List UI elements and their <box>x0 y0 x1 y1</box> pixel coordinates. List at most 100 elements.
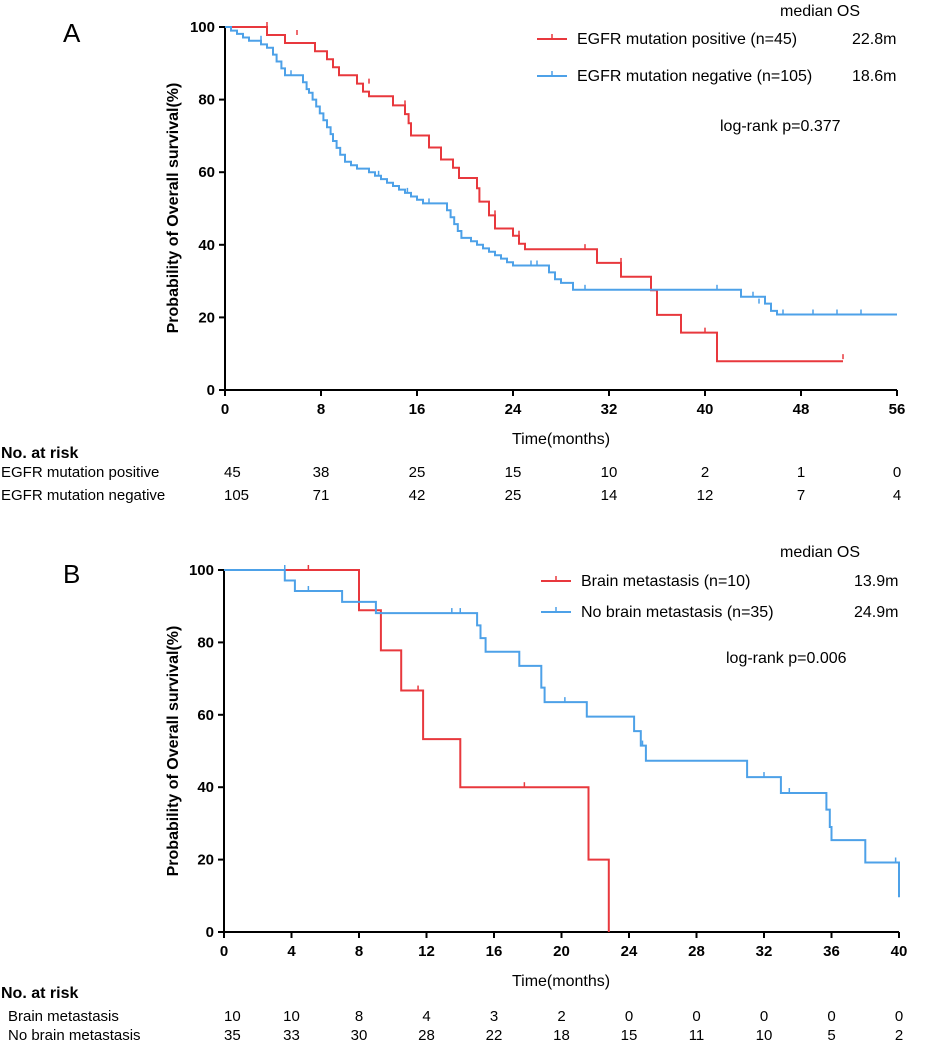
x-tick-label: 24 <box>621 943 638 960</box>
y-tick-label: 100 <box>190 19 215 36</box>
legend-entry: No brain metastasis (n=35) <box>581 604 774 621</box>
at-risk-count: 0 <box>893 464 901 481</box>
y-tick-label: 20 <box>198 309 215 326</box>
legend-entry: EGFR mutation positive (n=45) <box>577 31 797 48</box>
x-tick-label: 0 <box>220 943 228 960</box>
at-risk-count: 0 <box>625 1008 633 1025</box>
at-risk-count: 0 <box>692 1008 700 1025</box>
x-tick-label: 32 <box>756 943 773 960</box>
at-risk-count: 10 <box>601 464 618 481</box>
at-risk-count: 0 <box>760 1008 768 1025</box>
y-tick-label: 80 <box>197 634 214 651</box>
at-risk-count: 18 <box>553 1027 570 1043</box>
at-risk-count: 12 <box>697 487 714 504</box>
at-risk-count: 10 <box>224 1008 241 1025</box>
at-risk-count: 45 <box>224 464 241 481</box>
y-tick-label: 60 <box>197 707 214 724</box>
at-risk-count: 22 <box>486 1027 503 1043</box>
at-risk-count: 2 <box>557 1008 565 1025</box>
x-tick-label: 0 <box>221 401 229 418</box>
x-tick-label: 36 <box>823 943 840 960</box>
x-tick-label: 28 <box>688 943 705 960</box>
x-tick-label: 12 <box>418 943 435 960</box>
panel-letter: A <box>63 18 81 48</box>
at-risk-row-label: EGFR mutation negative <box>1 487 165 504</box>
at-risk-count: 1 <box>797 464 805 481</box>
y-tick-label: 60 <box>198 164 215 181</box>
at-risk-count: 15 <box>505 464 522 481</box>
at-risk-count: 38 <box>313 464 330 481</box>
x-axis-label: Time(months) <box>512 431 610 448</box>
at-risk-count: 71 <box>313 487 330 504</box>
log-rank-p: log-rank p=0.377 <box>720 118 841 135</box>
at-risk-count: 30 <box>351 1027 368 1043</box>
legend-entry: Brain metastasis (n=10) <box>581 573 750 590</box>
at-risk-count: 25 <box>409 464 426 481</box>
at-risk-count: 4 <box>893 487 901 504</box>
at-risk-count: 0 <box>827 1008 835 1025</box>
at-risk-row-label: EGFR mutation positive <box>1 464 159 481</box>
at-risk-count: 8 <box>355 1008 363 1025</box>
y-tick-label: 80 <box>198 92 215 109</box>
survival-curve-series-2 <box>225 26 897 316</box>
x-tick-label: 48 <box>793 401 810 418</box>
at-risk-count: 0 <box>895 1008 903 1025</box>
x-tick-label: 40 <box>891 943 908 960</box>
at-risk-count: 35 <box>224 1027 241 1043</box>
x-tick-label: 16 <box>409 401 426 418</box>
x-tick-label: 24 <box>505 401 522 418</box>
at-risk-count: 5 <box>827 1027 835 1043</box>
x-tick-label: 8 <box>317 401 325 418</box>
log-rank-p: log-rank p=0.006 <box>726 650 847 667</box>
at-risk-title: No. at risk <box>1 985 78 1002</box>
at-risk-count: 105 <box>224 487 249 504</box>
at-risk-count: 15 <box>621 1027 638 1043</box>
x-tick-label: 32 <box>601 401 618 418</box>
y-tick-label: 40 <box>197 779 214 796</box>
legend-header: median OS <box>780 544 860 561</box>
at-risk-title: No. at risk <box>1 445 78 462</box>
survival-curve-series-2 <box>224 569 900 898</box>
at-risk-count: 10 <box>283 1008 300 1025</box>
panel-letter: B <box>63 559 80 589</box>
y-axis-label: Probability of Overall survival(%) <box>165 83 182 334</box>
at-risk-count: 10 <box>756 1027 773 1043</box>
at-risk-count: 2 <box>701 464 709 481</box>
survival-curve-series-1 <box>224 569 610 932</box>
y-tick-label: 0 <box>207 382 215 399</box>
legend-header: median OS <box>780 3 860 20</box>
y-tick-label: 20 <box>197 852 214 869</box>
at-risk-count: 7 <box>797 487 805 504</box>
y-tick-label: 40 <box>198 237 215 254</box>
at-risk-count: 4 <box>422 1008 430 1025</box>
x-tick-label: 56 <box>889 401 906 418</box>
median-os-value: 22.8m <box>852 31 896 48</box>
at-risk-count: 28 <box>418 1027 435 1043</box>
at-risk-count: 33 <box>283 1027 300 1043</box>
at-risk-count: 3 <box>490 1008 498 1025</box>
at-risk-count: 25 <box>505 487 522 504</box>
x-axis-label: Time(months) <box>512 973 610 990</box>
at-risk-count: 42 <box>409 487 426 504</box>
x-tick-label: 16 <box>486 943 503 960</box>
y-axis-label: Probability of Overall survival(%) <box>165 626 182 877</box>
median-os-value: 24.9m <box>854 604 898 621</box>
at-risk-row-label: No brain metastasis <box>8 1027 141 1043</box>
at-risk-row-label: Brain metastasis <box>8 1008 119 1025</box>
x-tick-label: 20 <box>553 943 570 960</box>
legend-entry: EGFR mutation negative (n=105) <box>577 68 812 85</box>
median-os-value: 18.6m <box>852 68 896 85</box>
y-tick-label: 100 <box>189 562 214 579</box>
at-risk-count: 2 <box>895 1027 903 1043</box>
y-tick-label: 0 <box>206 924 214 941</box>
at-risk-count: 11 <box>689 1027 705 1043</box>
x-tick-label: 8 <box>355 943 363 960</box>
x-tick-label: 40 <box>697 401 714 418</box>
x-tick-label: 4 <box>287 943 296 960</box>
at-risk-count: 14 <box>601 487 618 504</box>
survival-curve-series-1 <box>225 26 843 363</box>
median-os-value: 13.9m <box>854 573 898 590</box>
